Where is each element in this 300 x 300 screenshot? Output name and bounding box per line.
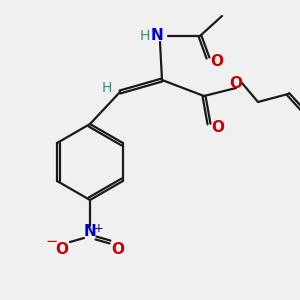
Text: O: O [230,76,242,91]
Text: H: H [102,81,112,95]
Text: −: − [46,235,58,250]
Text: O: O [56,242,68,257]
Text: +: + [94,221,104,235]
Text: N: N [84,224,96,239]
Text: N: N [151,28,164,44]
Text: O: O [112,242,124,257]
Text: O: O [212,121,224,136]
Text: H: H [140,29,150,43]
Text: O: O [211,55,224,70]
